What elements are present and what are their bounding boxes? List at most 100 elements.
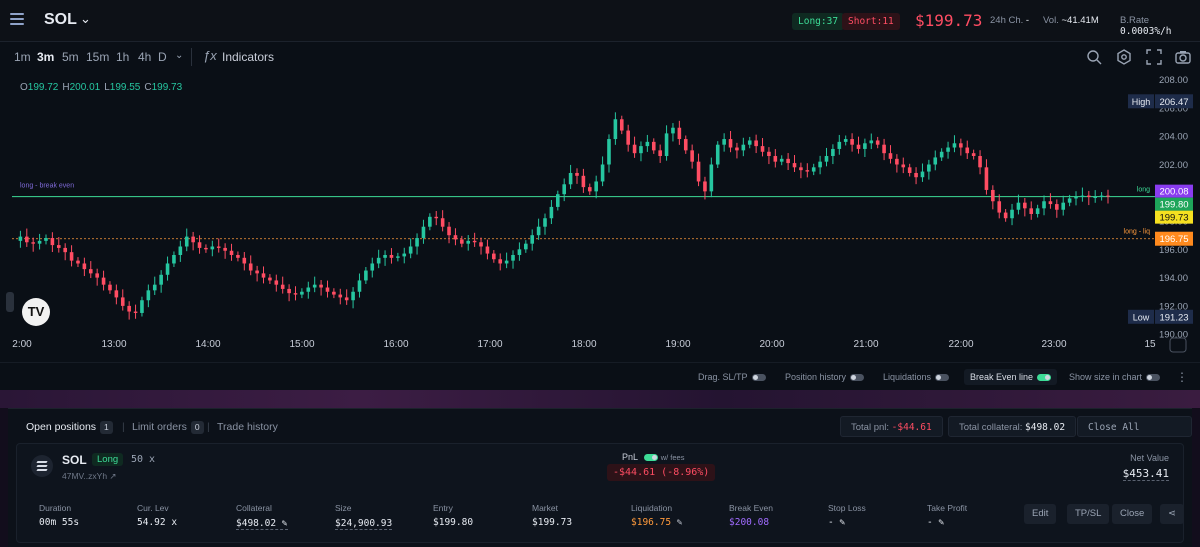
timeframe-d[interactable]: D <box>158 50 167 64</box>
liquidation-field[interactable]: Liquidation $196.75 ✎ <box>631 503 683 528</box>
camera-icon[interactable] <box>1174 48 1192 66</box>
duration-field: Duration 00m 55s <box>39 503 80 528</box>
ohlc-low: 199.55 <box>109 82 141 93</box>
pencil-icon[interactable]: ✎ <box>839 517 846 528</box>
switch-icon <box>935 374 950 382</box>
candle-body <box>56 245 61 248</box>
candle-body <box>626 130 630 145</box>
show-size-toggle[interactable]: Show size in chart <box>1063 369 1166 385</box>
candle-body <box>351 291 355 301</box>
switch-icon <box>850 374 865 382</box>
take-profit-field[interactable]: Take Profit - ✎ <box>927 503 968 528</box>
indicators-icon[interactable]: ƒx <box>203 48 217 63</box>
low-label: Low <box>1133 312 1150 322</box>
left-panel-handle[interactable] <box>6 292 14 312</box>
candle-body <box>613 119 618 140</box>
timeframe-4h[interactable]: 4h <box>138 50 152 64</box>
candle-body <box>370 263 375 271</box>
liquidations-toggle[interactable]: Liquidations <box>877 369 955 385</box>
fullscreen-icon[interactable] <box>1145 48 1163 66</box>
candle-body <box>37 240 42 244</box>
tpsl-button[interactable]: TP/SL <box>1067 504 1110 524</box>
solana-icon <box>31 455 53 477</box>
candle-body <box>325 287 330 292</box>
position-history-toggle[interactable]: Position history <box>779 369 870 385</box>
candle-body <box>146 290 151 301</box>
switch-icon <box>1146 374 1161 382</box>
liquidation-price-tag-bg <box>1155 231 1193 246</box>
candle-body <box>811 167 816 172</box>
low-label-bg <box>1128 309 1154 324</box>
top-bar: SOL ⌄ Long:37 Short:11 $199.73 24h Ch. -… <box>0 0 1200 42</box>
timeframe-15m[interactable]: 15m <box>86 50 110 64</box>
drag-sltp-toggle[interactable]: Drag. SL/TP <box>692 369 772 385</box>
candle-body <box>1099 195 1104 198</box>
liquidation-price-tag: 196.75 <box>1159 234 1188 245</box>
tab-limit-orders[interactable]: Limit orders 0 <box>132 421 204 434</box>
net-value-label: Net Value <box>1130 453 1169 463</box>
pencil-icon[interactable]: ✎ <box>676 517 683 528</box>
zoom-icon[interactable] <box>1085 48 1103 66</box>
candle-body <box>485 246 490 254</box>
tab-trade-history[interactable]: Trade history <box>217 421 278 433</box>
switch-icon[interactable] <box>644 454 659 462</box>
chevron-down-icon[interactable]: ⌄ <box>80 11 91 26</box>
candle-body <box>1003 212 1008 219</box>
timeframe-5m[interactable]: 5m <box>62 50 79 64</box>
timeframe-more-icon[interactable]: ⌄ <box>175 50 184 61</box>
x-tick-label: 19:00 <box>665 339 690 350</box>
more-vertical-icon[interactable]: ⋮ <box>1176 370 1188 384</box>
y-tick-label: 196.00 <box>1159 245 1188 256</box>
close-position-button[interactable]: Close <box>1112 504 1153 524</box>
change-stat: 24h Ch. - <box>990 15 1030 26</box>
tab-open-positions[interactable]: Open positions 1 <box>26 421 113 434</box>
candle-body <box>600 164 605 182</box>
price-chart[interactable]: 208.00206.00204.00202.00200.00198.00196.… <box>0 72 1200 362</box>
pencil-icon[interactable]: ✎ <box>281 518 288 529</box>
candle-body <box>587 187 592 192</box>
candle-body <box>479 242 483 247</box>
pencil-icon[interactable]: ✎ <box>938 517 945 528</box>
candle-body <box>255 270 259 274</box>
total-pnl: Total pnl: -$44.61 <box>840 416 943 437</box>
chart-options-row: Drag. SL/TP Position history Liquidation… <box>0 362 1200 390</box>
x-tick-label: 18:00 <box>571 339 596 350</box>
menu-icon[interactable] <box>10 13 24 27</box>
y-tick-label: 206.00 <box>1159 103 1188 114</box>
candle-body <box>671 127 675 134</box>
candle-body <box>447 226 451 236</box>
collateral-field[interactable]: Collateral $498.02 ✎ <box>236 503 288 530</box>
candle-body <box>274 280 279 285</box>
candle-body <box>498 259 503 264</box>
candle-body <box>632 144 637 154</box>
break-even-line-toggle[interactable]: Break Even line <box>964 369 1058 385</box>
toolbar-divider <box>191 48 192 66</box>
break-even-line-label: long - break even <box>20 183 74 190</box>
timeframe-1m[interactable]: 1m <box>14 50 31 64</box>
settings-icon[interactable] <box>1115 48 1133 66</box>
x-tick-label: 16:00 <box>383 339 408 350</box>
candle-body <box>1055 204 1059 210</box>
stop-loss-field[interactable]: Stop Loss - ✎ <box>828 503 866 528</box>
timeframe-3m[interactable]: 3m <box>37 50 55 64</box>
wallet-address-link[interactable]: 47MV..zxYh ↗ <box>62 471 117 481</box>
candle-body <box>332 291 336 295</box>
timeframe-1h[interactable]: 1h <box>116 50 130 64</box>
edit-button[interactable]: Edit <box>1024 504 1057 524</box>
indicators-button[interactable]: Indicators <box>222 50 275 64</box>
candle-body <box>664 133 669 157</box>
candle-body <box>786 158 790 164</box>
candle-body <box>850 139 854 145</box>
high-label-bg <box>1128 94 1154 109</box>
share-icon[interactable]: ⋖ <box>1160 504 1184 524</box>
price-tag: 199.73 <box>1159 213 1188 224</box>
candle-body <box>722 139 726 145</box>
candle-body <box>556 194 560 207</box>
candle-body <box>677 127 682 140</box>
y-tick-label: 204.00 <box>1159 132 1188 143</box>
total-collateral: Total collateral: $498.02 <box>948 416 1077 437</box>
symbol-selector[interactable]: SOL <box>44 11 77 28</box>
close-all-positions-button[interactable]: Close All Positions <box>1077 416 1192 454</box>
candle-body <box>920 171 925 178</box>
candle-body <box>645 141 650 147</box>
